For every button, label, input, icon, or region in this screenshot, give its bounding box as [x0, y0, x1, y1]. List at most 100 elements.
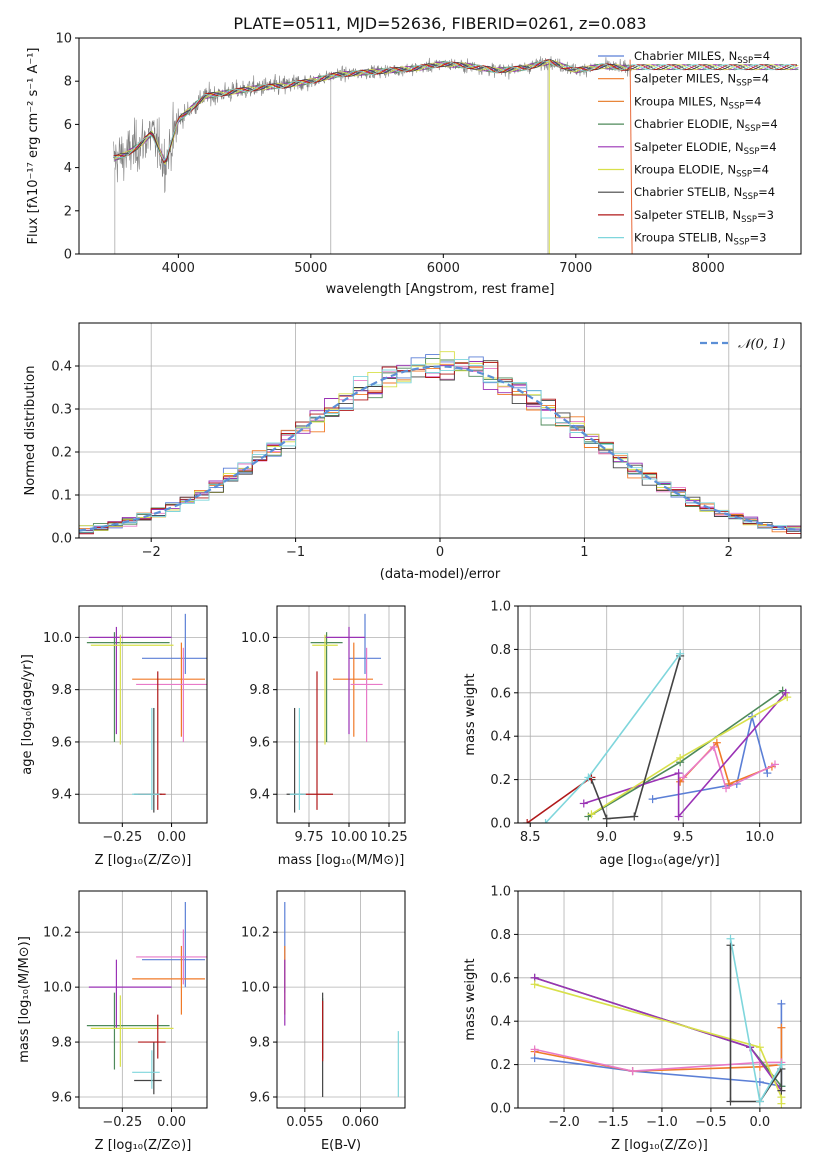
plot-area — [86, 901, 207, 1095]
series-marker — [676, 777, 685, 786]
errorbar-point-kroupa_stelib — [132, 1050, 160, 1089]
axes-frame: 9.75 10.00 10.25 9.4 9.6 9.8 10.0 mass [log₁₀(M… — [241, 605, 408, 868]
legend-subscript: SSP — [734, 238, 750, 248]
y-tick-label: 0 — [64, 248, 72, 263]
grid-lines — [277, 891, 405, 1108]
series-marker — [523, 819, 532, 823]
y-tick-label: 9.8 — [249, 683, 270, 698]
x-tick-label: 10.25 — [370, 830, 407, 845]
plot-area — [530, 934, 786, 1108]
series-marker — [530, 980, 539, 989]
x-tick-label: 8000 — [692, 261, 725, 276]
y-tick-label: 1.0 — [490, 600, 511, 615]
x-tick-label: 0 — [436, 545, 444, 560]
legend-tail: =4 — [753, 49, 770, 63]
x-tick-label: 6000 — [427, 261, 460, 276]
y-tick-label: 2 — [64, 204, 72, 219]
errorbar-point-pink_extra — [350, 647, 383, 742]
x-axis-label: Z [log₁₀(Z/Z⊙)] — [95, 1138, 192, 1153]
axes-border — [517, 605, 802, 824]
errorbar-point-salpeter_elodie — [88, 959, 172, 1029]
axes-border — [276, 890, 406, 1109]
y-tick-label: 0.6 — [490, 971, 511, 986]
plot-area — [286, 613, 383, 813]
y-tick-label: 0.0 — [51, 532, 72, 547]
age-vs-metallicity-panel: −0.25 0.00 9.4 9.6 9.8 10.0 Z [log₁₀(Z/Z⊙)] age… — [20, 605, 208, 868]
series-marker — [584, 773, 593, 782]
axes-frame: 0.055 0.060 9.6 9.8 10.0 10.2 E(B-V) — [241, 890, 406, 1153]
series-marker — [783, 693, 792, 702]
series-marker — [541, 819, 550, 823]
legend-subscript: SSP — [744, 147, 760, 157]
cutoff-line — [629, 59, 633, 254]
plot-area — [86, 613, 207, 813]
y-tick-label: 9.8 — [249, 1036, 270, 1051]
legend-label: Salpeter MILES, NSSP=4 — [634, 72, 769, 89]
series-marker — [777, 1023, 786, 1032]
y-tick-label: 9.6 — [51, 1091, 72, 1106]
series-marker — [777, 1060, 786, 1069]
legend-text: Chabrier ELODIE, N — [634, 117, 745, 131]
y-tick-label: 0.4 — [51, 360, 72, 375]
axes-frame: −2.0 −1.5 −1.0 −0.5 0.0 0.0 0.2 0.4 0.6 0.8 1.0 Z [… — [463, 885, 802, 1153]
x-tick-label: −0.25 — [102, 1115, 142, 1130]
x-tick-label: 0.00 — [157, 1115, 186, 1130]
y-tick-label: 9.4 — [51, 788, 72, 803]
axes-border — [78, 890, 208, 1109]
grid-lines — [518, 605, 801, 824]
series-marker — [602, 814, 611, 823]
series-marker — [763, 769, 772, 778]
legend-tail: =3 — [749, 231, 766, 245]
legend-tail: =4 — [761, 117, 778, 131]
x-axis-label: mass [log₁₀(M/M⊙)] — [278, 853, 405, 868]
series-marker — [712, 738, 721, 747]
x-tick-label: −2 — [142, 545, 161, 560]
histogram-kroupa_stelib — [79, 358, 801, 533]
x-axis-label: Z [log₁₀(Z/Z⊙)] — [611, 1138, 708, 1153]
plot-area — [523, 649, 792, 823]
legend-label: Chabrier STELIB, NSSP=4 — [634, 185, 775, 202]
legend-label: Kroupa ELODIE, NSSP=4 — [634, 163, 769, 180]
axes-frame: 8.5 9.0 9.5 10.0 0.0 0.2 0.4 0.6 0.8 1.0 age [log₁… — [463, 600, 802, 868]
x-tick-label: 9.0 — [596, 830, 617, 845]
series-marker — [755, 1097, 764, 1106]
plot-area — [284, 901, 399, 1098]
series-line-kroupa_stelib — [729, 938, 783, 1104]
residuals-legend: 𝒩(0, 1) — [700, 337, 785, 352]
axes-frame: 4000 5000 6000 7000 8000 0 2 4 6 8 10 wavelength [A… — [26, 32, 802, 297]
axes-frame: −2 −1 0 1 2 0.0 0.1 0.2 0.3 0.4 (data-model)/error… — [23, 322, 802, 582]
y-tick-label: 10.2 — [43, 926, 72, 941]
series-marker — [726, 1097, 735, 1106]
errorbar-point-kroupa_elodie — [312, 634, 338, 745]
model-fit-salpeter_stelib — [113, 59, 798, 164]
y-axis-label: Normed distribution — [23, 366, 38, 496]
residuals-panel: −2 −1 0 1 2 0.0 0.1 0.2 0.3 0.4 (data-model)/error… — [23, 322, 802, 582]
errorbar-point-chabrier_stelib — [134, 1042, 162, 1095]
y-tick-label: 10.0 — [43, 631, 72, 646]
series-line-chabrier_stelib — [590, 655, 681, 820]
y-tick-label: 0.6 — [490, 686, 511, 701]
x-tick-label: −2.0 — [548, 1115, 580, 1130]
x-tick-label: −1.0 — [646, 1115, 678, 1130]
series-marker — [781, 688, 790, 697]
y-tick-label: 9.4 — [249, 788, 270, 803]
y-tick-label: 9.8 — [51, 683, 72, 698]
series-marker — [777, 1099, 786, 1108]
grid-lines — [79, 891, 207, 1108]
errorbar-point-chabrier_elodie — [86, 992, 170, 1070]
x-axis-label: E(B-V) — [321, 1138, 361, 1153]
legend-label: Chabrier ELODIE, NSSP=4 — [634, 117, 778, 134]
legend-text: Chabrier STELIB, N — [634, 185, 742, 199]
series-marker — [530, 1045, 539, 1054]
x-tick-label: 10.0 — [745, 830, 774, 845]
series-marker — [679, 773, 688, 782]
series-marker — [722, 784, 731, 793]
series-marker — [628, 1067, 637, 1076]
y-tick-label: 0.8 — [490, 928, 511, 943]
mass-vs-metallicity-panel: −0.25 0.00 9.6 9.8 10.0 10.2 Z [log₁₀(Z/Z⊙)] ma… — [17, 890, 208, 1153]
series-marker — [674, 812, 683, 821]
normal-curve — [79, 365, 801, 532]
legend-subscript: SSP — [736, 79, 752, 89]
